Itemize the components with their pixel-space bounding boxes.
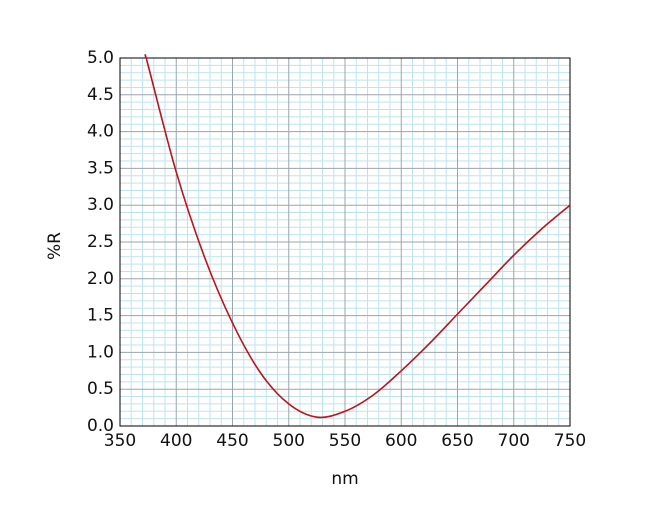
x-axis-label: nm	[331, 469, 358, 489]
x-tick-label: 750	[554, 431, 586, 451]
x-tick-label: 600	[385, 431, 417, 451]
y-tick-label: 1.0	[87, 342, 114, 362]
y-tick-label: 3.5	[87, 158, 114, 178]
x-tick-label: 650	[441, 431, 473, 451]
plot-frame	[119, 57, 571, 427]
x-tick-label: 500	[273, 431, 305, 451]
y-tick-label: 4.5	[87, 85, 114, 105]
x-tick-label: 450	[216, 431, 248, 451]
y-tick-label: 2.0	[87, 269, 114, 289]
y-tick-label: 0.5	[87, 379, 114, 399]
y-tick-label: 2.5	[87, 232, 114, 252]
y-tick-label: 3.0	[87, 195, 114, 215]
x-tick-label: 400	[160, 431, 192, 451]
y-tick-label: 4.0	[87, 122, 114, 142]
data-line	[144, 54, 571, 419]
x-tick-label: 700	[498, 431, 530, 451]
x-tick-label: 350	[104, 431, 136, 451]
y-tick-label: 1.5	[87, 306, 114, 326]
x-tick-label: 550	[329, 431, 361, 451]
y-axis-label: %R	[45, 232, 65, 260]
y-tick-label: 5.0	[87, 48, 114, 68]
y-tick-label: 0.0	[87, 416, 114, 436]
